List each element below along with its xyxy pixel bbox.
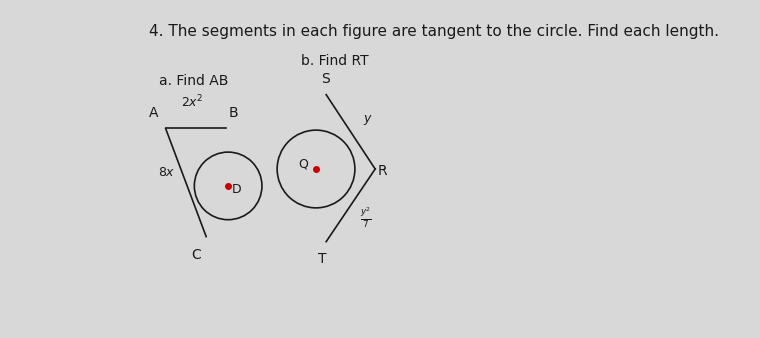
Text: $\frac{y^2}{7}$: $\frac{y^2}{7}$ [360, 206, 372, 230]
Text: T: T [318, 252, 326, 266]
Text: C: C [192, 248, 201, 262]
Text: 4. The segments in each figure are tangent to the circle. Find each length.: 4. The segments in each figure are tange… [149, 24, 719, 39]
Text: Q: Q [299, 158, 309, 170]
Text: $y$: $y$ [363, 113, 373, 127]
Text: a. Find AB: a. Find AB [159, 74, 228, 88]
Text: B: B [228, 106, 238, 120]
Text: D: D [232, 183, 241, 196]
Text: R: R [378, 164, 388, 178]
Text: $8x$: $8x$ [158, 166, 176, 179]
Text: A: A [150, 106, 159, 120]
Text: S: S [321, 72, 330, 86]
Text: b. Find RT: b. Find RT [301, 54, 369, 68]
Text: $2x^2$: $2x^2$ [182, 93, 204, 110]
